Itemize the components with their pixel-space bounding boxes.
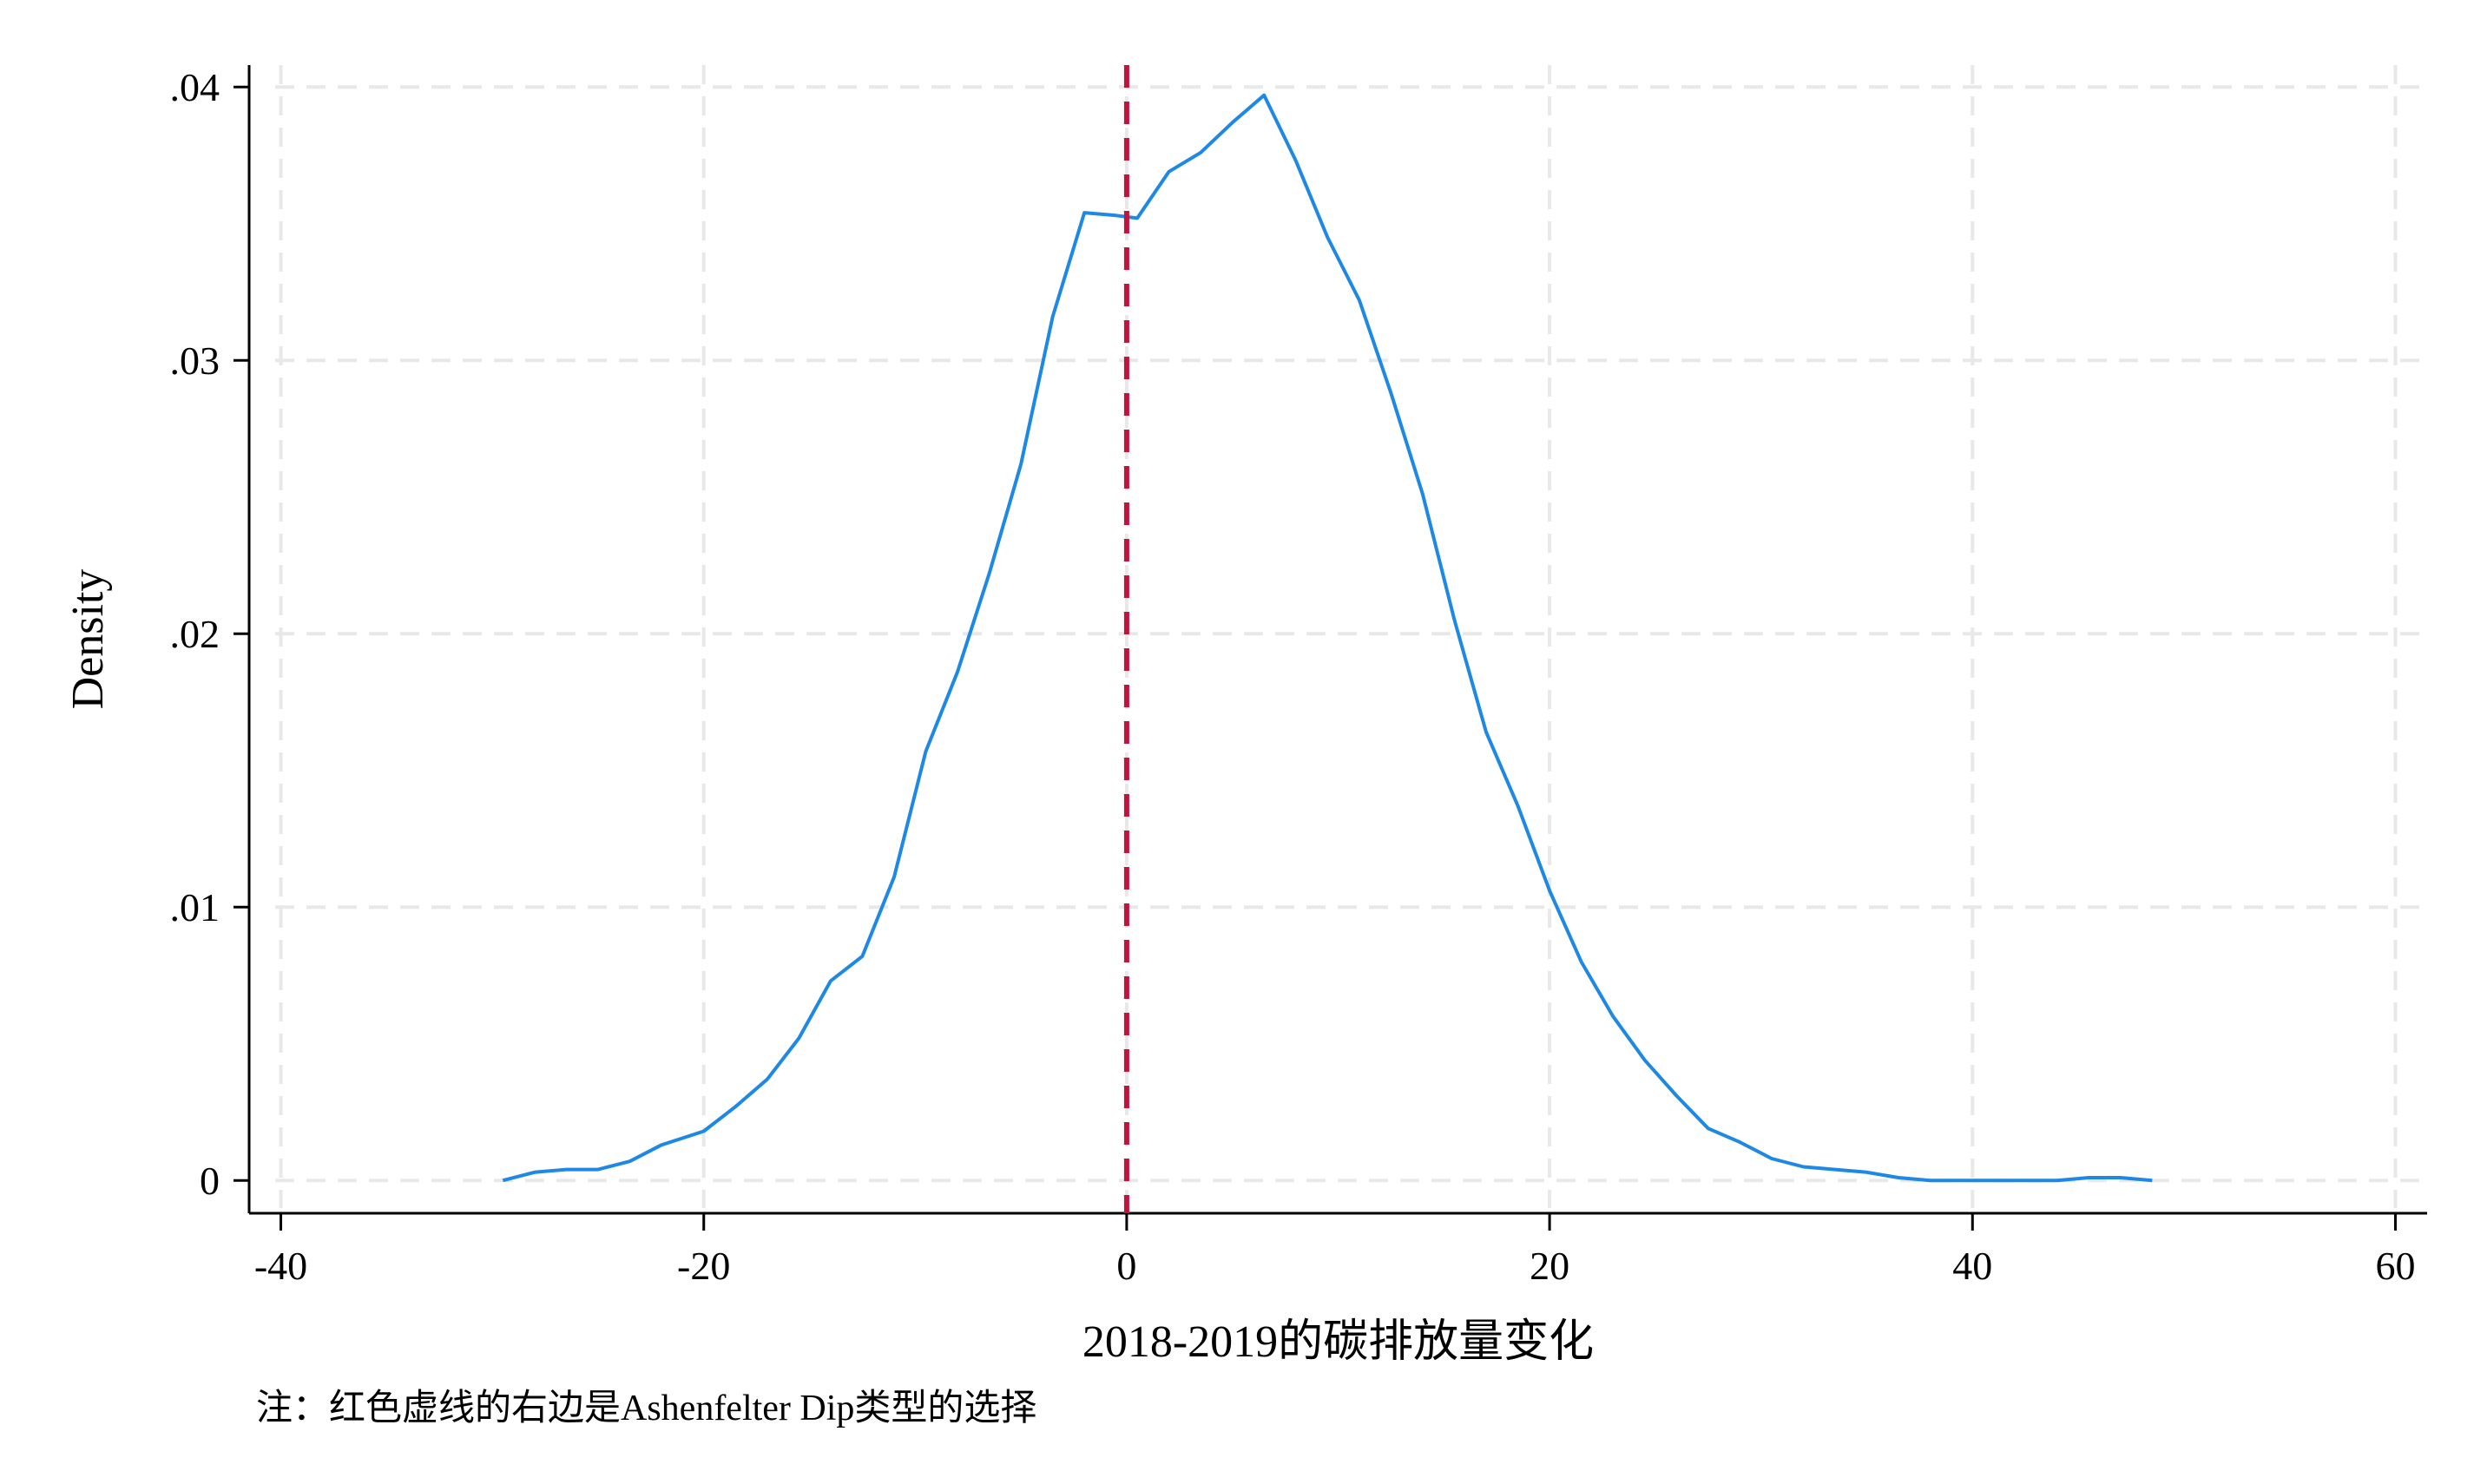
x-tick-label: 0 bbox=[1116, 1244, 1136, 1288]
x-tick-label: -40 bbox=[254, 1244, 307, 1288]
y-tick-label: .04 bbox=[170, 65, 220, 109]
y-tick-label: .02 bbox=[170, 612, 220, 656]
density-series-line bbox=[502, 93, 2153, 1183]
y-tick-label: 0 bbox=[200, 1159, 220, 1203]
x-axis-title: 2018-2019的碳排放量变化 bbox=[1082, 1317, 1594, 1367]
gridlines bbox=[275, 65, 2422, 1208]
footnote: 注：红色虚线的右边是Ashenfelter Dip类型的选择 bbox=[256, 1388, 1036, 1428]
x-tick-label: 40 bbox=[1952, 1244, 1992, 1288]
x-tick-label: 60 bbox=[2375, 1244, 2415, 1288]
y-axis-title: Density bbox=[63, 569, 113, 710]
tick-marks-and-labels: 0 .01 .02 .03 .04 -40 -20 0 20 40 60 bbox=[170, 65, 2416, 1288]
y-tick-label: .01 bbox=[170, 885, 220, 929]
axes bbox=[247, 65, 2427, 1215]
series-layer bbox=[502, 93, 2153, 1183]
x-tick-label: -20 bbox=[677, 1244, 730, 1288]
x-tick-label: 20 bbox=[1530, 1244, 1569, 1288]
y-tick-label: .03 bbox=[170, 338, 220, 383]
